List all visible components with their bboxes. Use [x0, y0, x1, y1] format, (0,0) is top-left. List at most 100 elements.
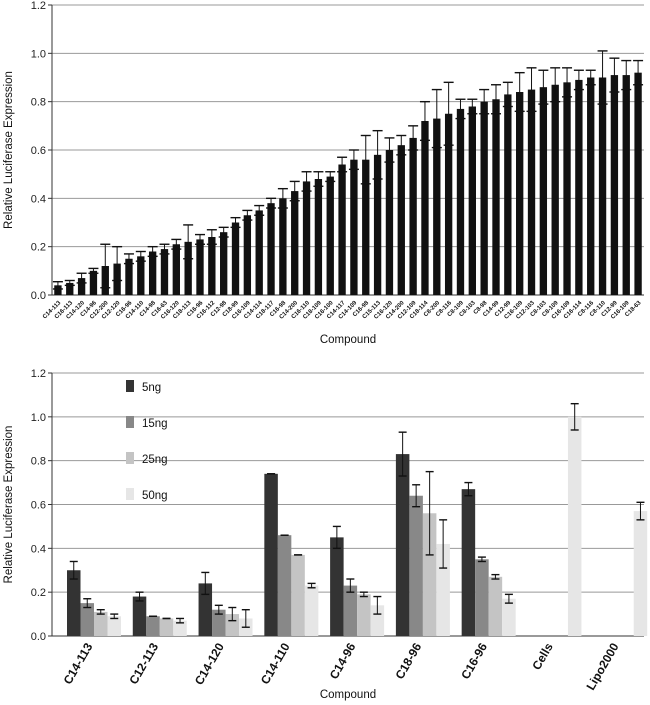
y-tick-label: 0.0 [31, 290, 46, 302]
bar [302, 181, 311, 295]
bar [231, 222, 240, 295]
bar [267, 203, 275, 295]
bar [575, 79, 583, 296]
bar [385, 150, 394, 295]
bar [350, 159, 358, 295]
y-axis-title: Relative Luciferase Expression [3, 426, 15, 584]
bar [243, 215, 252, 295]
bar-15ng [80, 603, 94, 636]
bar-5ng [461, 489, 476, 636]
x-tick-label: Cells [529, 640, 556, 672]
bar [634, 72, 642, 296]
bar [444, 113, 453, 295]
legend-label-5ng: 5ng [142, 382, 161, 394]
bar-50ng [436, 543, 450, 636]
bar [456, 108, 465, 296]
bar [563, 82, 571, 295]
bar-25ng [94, 611, 108, 636]
bar-25ng [422, 513, 437, 636]
x-tick-label: C18-96 [392, 640, 424, 681]
bar [539, 87, 548, 296]
x-tick-label: C14-110 [258, 640, 293, 687]
x-tick-label: C16-96 [458, 640, 490, 681]
chart-bottom: 0.0 0.2 0.4 0.6 0.8 1.0 1.2 Compound Relative Lu… [3, 368, 648, 701]
bar-5ng [395, 454, 410, 636]
legend-label-15ng: 15ng [142, 418, 168, 430]
bar-15ng [212, 609, 226, 636]
bar-15ng [409, 495, 423, 636]
bar [291, 191, 299, 295]
bar [172, 244, 180, 295]
legend-label-25ng: 25ng [142, 454, 168, 466]
y-tick-label: 0.2 [31, 242, 46, 254]
bar-15ng [277, 535, 292, 636]
y-tick-label: 1.0 [31, 48, 46, 60]
y-tick-label: 0.8 [31, 97, 46, 109]
y-tick-label: 0.6 [31, 145, 46, 157]
bar [66, 282, 74, 295]
bar-50ng [633, 511, 648, 636]
bar-5ng [67, 570, 81, 636]
bar [598, 77, 607, 295]
y-axis-title: Relative Luciferase Expression [3, 71, 15, 229]
bar-25ng [357, 594, 371, 636]
bar [409, 137, 417, 295]
bar-50ng [370, 605, 385, 636]
bar-15ng [475, 559, 489, 636]
bar-50ng [567, 416, 582, 636]
bar-50ng [502, 598, 516, 636]
bar-25ng [291, 554, 305, 636]
legend-swatch-25ng [126, 452, 134, 464]
bar [338, 164, 346, 295]
bar-25ng [159, 618, 174, 636]
legend-swatch-5ng [126, 380, 134, 392]
legend-swatch-15ng [126, 416, 134, 428]
bar [326, 176, 334, 295]
y-tick-label: 0.2 [31, 587, 46, 599]
bar-5ng [330, 537, 344, 636]
bar [77, 278, 86, 295]
legend-swatch-50ng [126, 488, 134, 500]
bar [492, 99, 500, 295]
bar [184, 241, 192, 295]
bar [421, 121, 429, 295]
y-tick-label: 1.2 [31, 368, 46, 380]
y-tick-label: 1.2 [31, 0, 46, 12]
bar [137, 256, 145, 295]
legend-label-50ng: 50ng [142, 490, 168, 502]
bar [255, 210, 263, 295]
bar [362, 159, 370, 295]
bar [527, 89, 536, 295]
bar-50ng [304, 585, 319, 636]
y-tick-label: 0.8 [31, 456, 46, 468]
bar [468, 106, 476, 295]
bar-5ng [132, 596, 147, 636]
bar [196, 239, 204, 295]
bar [148, 251, 157, 295]
bar [622, 75, 630, 295]
bar [480, 101, 488, 296]
x-axis-title: Compound [320, 334, 376, 346]
x-tick-label: C14-113 [61, 640, 96, 687]
bar [433, 118, 441, 295]
bar-25ng [488, 576, 503, 636]
bar [279, 198, 287, 295]
chart-top: 0.0 0.2 0.4 0.6 0.8 1.0 1.2 Compound Relative Lu… [3, 0, 644, 346]
bar [551, 84, 559, 295]
bar [504, 94, 512, 296]
bar-5ng [198, 583, 213, 636]
bar [610, 75, 619, 295]
y-tick-label: 0.6 [31, 500, 46, 512]
bar-50ng [173, 620, 187, 636]
bar [587, 77, 595, 295]
bar-15ng [343, 585, 358, 636]
x-tick-label: C14-120 [192, 640, 227, 687]
bar [397, 145, 405, 295]
bar-15ng [146, 616, 160, 636]
bar [314, 179, 323, 295]
y-tick-label: 0.4 [31, 543, 46, 555]
x-tick-label: C12-113 [126, 640, 161, 687]
y-tick-label: 1.0 [31, 412, 46, 424]
x-tick-label: C14-96 [327, 640, 359, 681]
